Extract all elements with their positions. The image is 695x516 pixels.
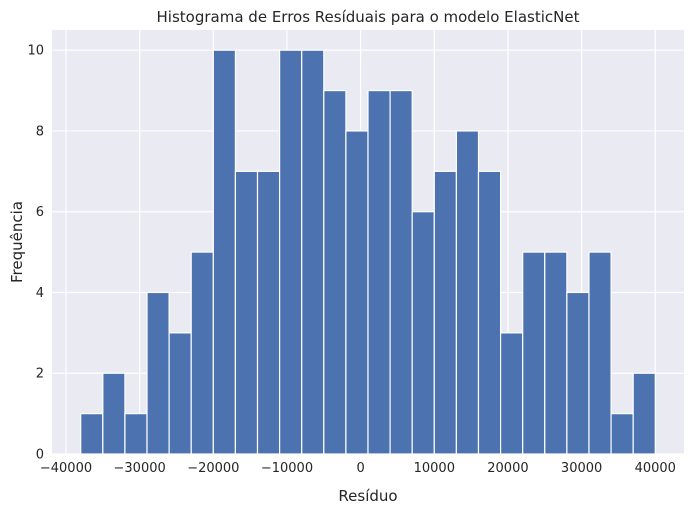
histogram-bar	[323, 89, 347, 455]
histogram-bar	[433, 170, 457, 455]
y-tick-label: 0	[36, 448, 44, 463]
x-tick-label: 20000	[487, 461, 528, 476]
histogram-bar	[411, 211, 435, 455]
histogram-bar	[610, 413, 634, 455]
histogram-bar	[212, 49, 237, 455]
x-tick-label: −40000	[40, 461, 92, 476]
histogram-bar	[80, 413, 104, 455]
y-tick-labels: 0 2 4 6 8 10	[27, 44, 44, 463]
histogram-bar	[499, 332, 524, 455]
histogram-bar	[301, 49, 325, 455]
histogram-bar	[124, 413, 148, 455]
histogram-bar	[477, 170, 502, 455]
histogram-bar	[389, 89, 413, 455]
histogram-bar	[544, 251, 568, 455]
x-tick-label: 0	[356, 461, 364, 476]
x-tick-labels: −40000 −30000 −20000 −10000 0 10000 20000 30000…	[40, 461, 676, 476]
histogram-bar	[279, 49, 303, 455]
x-axis-title: Resíduo	[338, 487, 397, 505]
y-axis-title: Frequência	[8, 201, 26, 283]
histogram-bar	[367, 89, 391, 455]
histogram-bar	[566, 291, 590, 455]
histogram-bar	[256, 170, 281, 455]
histogram-bar	[588, 251, 612, 455]
histogram-bar	[146, 291, 170, 455]
x-tick-label: −10000	[261, 461, 313, 476]
histogram-bar	[102, 372, 126, 455]
histogram-bars	[80, 49, 656, 455]
x-tick-label: 10000	[414, 461, 455, 476]
x-tick-label: −20000	[187, 461, 239, 476]
x-tick-label: 30000	[561, 461, 602, 476]
y-tick-label: 6	[36, 205, 44, 220]
histogram-bar	[632, 372, 656, 455]
y-tick-label: 4	[36, 286, 44, 301]
histogram-bar	[455, 130, 480, 455]
histogram-bar	[234, 170, 259, 455]
histogram-bar	[345, 130, 369, 455]
x-tick-label: −30000	[114, 461, 166, 476]
histogram-bar	[522, 251, 546, 455]
x-tick-label: 40000	[635, 461, 676, 476]
histogram-bar	[190, 251, 214, 455]
y-tick-label: 10	[27, 44, 44, 59]
chart-title: Histograma de Erros Resíduais para o mod…	[157, 8, 580, 26]
histogram-bar	[168, 332, 192, 455]
y-tick-label: 8	[36, 124, 44, 139]
y-tick-label: 2	[36, 367, 44, 382]
